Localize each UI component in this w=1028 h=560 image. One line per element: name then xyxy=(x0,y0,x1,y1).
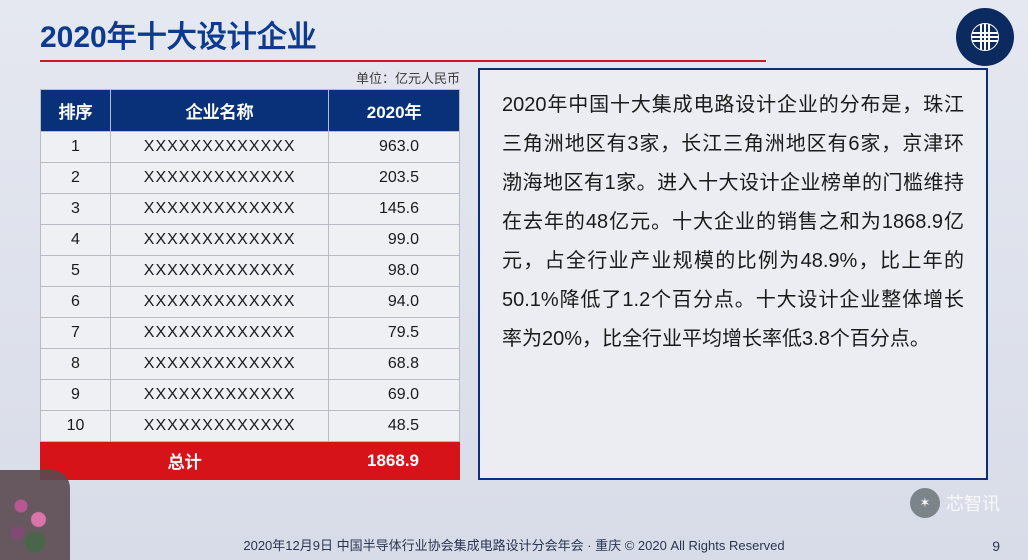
cell-name: XXXXXXXXXXXXX xyxy=(111,163,329,194)
total-value: 1868.9 xyxy=(329,442,460,480)
cell-name: XXXXXXXXXXXXX xyxy=(111,256,329,287)
cell-value: 69.0 xyxy=(329,380,460,411)
table-row: 6XXXXXXXXXXXXX94.0 xyxy=(41,287,460,318)
footer-text: 2020年12月9日 中国半导体行业协会集成电路设计分会年会 · 重庆 © 20… xyxy=(0,535,1028,554)
col-name: 企业名称 xyxy=(111,90,329,132)
cell-name: XXXXXXXXXXXXX xyxy=(111,411,329,442)
cell-rank: 5 xyxy=(41,256,111,287)
col-rank: 排序 xyxy=(41,90,111,132)
table-total-row: 总计 1868.9 xyxy=(41,442,460,480)
table-row: 1XXXXXXXXXXXXX963.0 xyxy=(41,132,460,163)
description-box: 2020年中国十大集成电路设计企业的分布是，珠江三角洲地区有3家，长江三角洲地区… xyxy=(478,68,988,480)
table-row: 9XXXXXXXXXXXXX69.0 xyxy=(41,380,460,411)
iccad-logo xyxy=(956,8,1014,66)
title-underline xyxy=(40,60,766,62)
table-row: 10XXXXXXXXXXXXX48.5 xyxy=(41,411,460,442)
table-row: 5XXXXXXXXXXXXX98.0 xyxy=(41,256,460,287)
cell-value: 68.8 xyxy=(329,349,460,380)
cell-rank: 2 xyxy=(41,163,111,194)
cell-rank: 8 xyxy=(41,349,111,380)
watermark-text: 芯智讯 xyxy=(946,490,1000,516)
slide-title: 2020年十大设计企业 xyxy=(40,12,998,56)
table-header-row: 排序 企业名称 2020年 xyxy=(41,90,460,132)
table-panel: 单位：亿元人民币 排序 企业名称 2020年 1XXXXXXXXXXXXX963… xyxy=(40,68,460,480)
cell-name: XXXXXXXXXXXXX xyxy=(111,225,329,256)
table-row: 7XXXXXXXXXXXXX79.5 xyxy=(41,318,460,349)
cell-rank: 4 xyxy=(41,225,111,256)
content-area: 单位：亿元人民币 排序 企业名称 2020年 1XXXXXXXXXXXXX963… xyxy=(30,68,998,480)
cell-name: XXXXXXXXXXXXX xyxy=(111,287,329,318)
cell-value: 94.0 xyxy=(329,287,460,318)
cell-value: 963.0 xyxy=(329,132,460,163)
cell-name: XXXXXXXXXXXXX xyxy=(111,349,329,380)
page-number: 9 xyxy=(992,538,1000,554)
table-row: 3XXXXXXXXXXXXX145.6 xyxy=(41,194,460,225)
cell-value: 79.5 xyxy=(329,318,460,349)
col-year: 2020年 xyxy=(329,90,460,132)
total-label: 总计 xyxy=(41,442,329,480)
slide: 2020年十大设计企业 单位：亿元人民币 排序 企业名称 2020年 1XXXX… xyxy=(0,0,1028,560)
flowers-decoration xyxy=(0,470,70,560)
unit-label: 单位：亿元人民币 xyxy=(60,68,460,87)
table-row: 2XXXXXXXXXXXXX203.5 xyxy=(41,163,460,194)
wechat-icon: ✶ xyxy=(910,488,940,518)
cell-rank: 6 xyxy=(41,287,111,318)
cell-value: 99.0 xyxy=(329,225,460,256)
cell-rank: 7 xyxy=(41,318,111,349)
cell-value: 48.5 xyxy=(329,411,460,442)
cell-name: XXXXXXXXXXXXX xyxy=(111,132,329,163)
cell-name: XXXXXXXXXXXXX xyxy=(111,318,329,349)
cell-value: 203.5 xyxy=(329,163,460,194)
ranking-table: 排序 企业名称 2020年 1XXXXXXXXXXXXX963.02XXXXXX… xyxy=(40,89,460,480)
cell-name: XXXXXXXXXXXXX xyxy=(111,194,329,225)
watermark: ✶ 芯智讯 xyxy=(910,488,1000,518)
cell-value: 98.0 xyxy=(329,256,460,287)
table-row: 4XXXXXXXXXXXXX99.0 xyxy=(41,225,460,256)
cell-rank: 10 xyxy=(41,411,111,442)
cell-rank: 1 xyxy=(41,132,111,163)
table-row: 8XXXXXXXXXXXXX68.8 xyxy=(41,349,460,380)
cell-value: 145.6 xyxy=(329,194,460,225)
cell-name: XXXXXXXXXXXXX xyxy=(111,380,329,411)
cell-rank: 9 xyxy=(41,380,111,411)
cell-rank: 3 xyxy=(41,194,111,225)
